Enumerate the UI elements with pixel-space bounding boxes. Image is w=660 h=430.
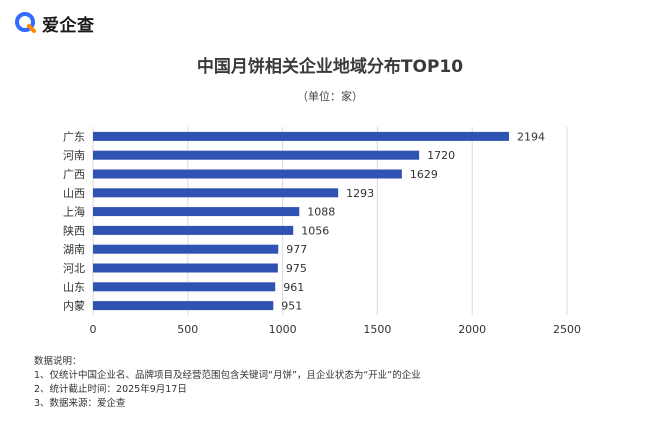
category-label: 山西 xyxy=(63,187,85,200)
notes-item-2: 2、统计截止时间：2025年9月17日 xyxy=(34,384,187,395)
category-label: 山东 xyxy=(63,281,85,294)
bar-5 xyxy=(93,225,294,235)
x-tick-label: 500 xyxy=(177,323,198,336)
category-label: 陕西 xyxy=(63,223,85,237)
category-label: 上海 xyxy=(63,205,85,219)
x-tick-label: 1000 xyxy=(269,323,297,336)
value-label: 961 xyxy=(283,281,304,294)
value-label: 1720 xyxy=(427,149,455,162)
bar-8 xyxy=(93,282,276,292)
chart-bars xyxy=(93,131,509,311)
bar-0 xyxy=(93,131,509,141)
chart-value-labels: 2194 1720 1629 1293 1088 1056 977 975 961 951 xyxy=(281,130,545,312)
x-tick-label: 0 xyxy=(90,323,97,336)
x-tick-label: 2000 xyxy=(458,323,486,336)
category-label: 河北 xyxy=(63,262,85,275)
chart-subtitle: （单位：家） xyxy=(297,90,363,103)
value-label: 2194 xyxy=(517,130,545,143)
notes-item-3: 3、数据来源：爱企查 xyxy=(34,398,126,409)
bar-3 xyxy=(93,188,339,198)
value-label: 1293 xyxy=(346,187,374,200)
category-label: 河南 xyxy=(63,149,85,162)
value-label: 975 xyxy=(286,262,307,275)
chart-x-tick-labels: 0 500 1000 1500 2000 2500 xyxy=(90,323,582,336)
category-label: 广东 xyxy=(63,130,85,143)
bar-4 xyxy=(93,207,300,217)
category-label: 内蒙 xyxy=(63,299,85,313)
notes-heading: 数据说明： xyxy=(34,356,82,367)
aiqicha-logo-icon xyxy=(15,12,36,33)
bar-6 xyxy=(93,244,279,254)
category-label: 广西 xyxy=(63,168,85,181)
bar-2 xyxy=(93,169,402,179)
value-label: 1629 xyxy=(410,168,438,181)
value-label: 951 xyxy=(281,300,302,313)
brand-logo: 爱企查 xyxy=(14,11,95,36)
category-label: 湖南 xyxy=(63,243,85,256)
brand-name: 爱企查 xyxy=(42,15,95,36)
bar-9 xyxy=(93,301,274,311)
notes-item-1: 1、仅统计中国企业名、品牌项目及经营范围包含关键词“月饼”，且企业状态为“开业”… xyxy=(34,370,421,381)
value-label: 977 xyxy=(286,243,307,256)
x-tick-label: 1500 xyxy=(363,323,391,336)
data-notes: 数据说明： 1、仅统计中国企业名、品牌项目及经营范围包含关键词“月饼”，且企业状… xyxy=(34,355,421,411)
bar-7 xyxy=(93,263,278,273)
value-label: 1088 xyxy=(307,206,335,219)
x-tick-label: 2500 xyxy=(553,323,581,336)
chart-title: 中国月饼相关企业地域分布TOP10 xyxy=(196,57,464,77)
value-label: 1056 xyxy=(301,224,329,237)
bar-1 xyxy=(93,150,420,160)
